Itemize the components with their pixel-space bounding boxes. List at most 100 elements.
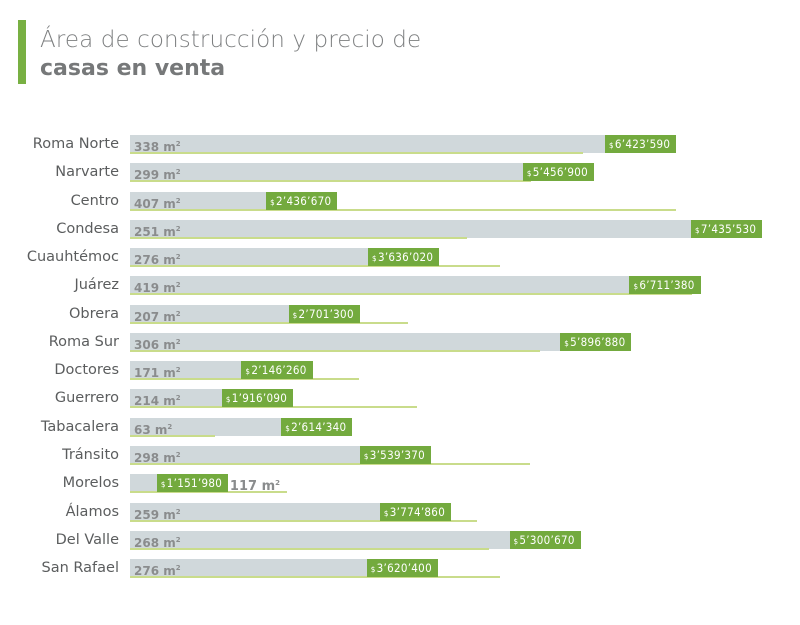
category-label: Tránsito (62, 446, 119, 463)
price-label: $1’151’980 (156, 474, 229, 493)
price-label: $5’896’880 (560, 332, 632, 351)
price-value: 3’539’370 (369, 447, 426, 462)
chart-row: Narvarte $5’456’900 299 m2 (0, 163, 800, 183)
price-label: $2’701’300 (288, 304, 360, 323)
price-value: 2’701’300 (298, 306, 354, 321)
chart-row: Roma Norte $6’423’590 338 m2 (0, 135, 800, 155)
currency-symbol: $ (160, 480, 166, 490)
price-label: $5’456’900 (522, 163, 595, 182)
chart-row: Álamos $3’774’860 259 m2 (0, 502, 800, 523)
price-value: 5’456’900 (532, 165, 589, 180)
price-value: 3’774’860 (389, 504, 446, 519)
area-label: 63 m2 (134, 422, 173, 437)
chart-row: Tránsito $3’539’370 298 m2 (0, 445, 800, 466)
area-line (130, 462, 530, 465)
area-line (130, 265, 501, 268)
area-line (130, 378, 360, 381)
area-label: 306 m2 (134, 337, 181, 352)
price-value: 1’151’980 (166, 476, 223, 491)
price-value: 2’436’670 (276, 193, 332, 208)
area-label: 407 m2 (134, 196, 181, 211)
area-label: 171 m2 (134, 366, 181, 381)
category-label: Juárez (74, 277, 119, 294)
price-bar (130, 332, 632, 351)
area-line (130, 236, 467, 239)
chart-row: Guerrero $1’916’090 214 m2 (0, 389, 800, 409)
price-value: 6’711’380 (639, 278, 695, 293)
chart-title: Área de construcción y precio de casas e… (40, 26, 421, 84)
category-label: Doctores (54, 362, 119, 379)
chart-row: Roma Sur $5’896’880 306 m2 (0, 332, 800, 353)
chart-row: Del Valle $5’300’670 268 m2 (0, 530, 800, 551)
price-label: $3’620’400 (366, 559, 438, 578)
price-bar (130, 219, 762, 238)
area-label: 276 m2 (134, 253, 181, 268)
price-value: 1’916’090 (231, 391, 288, 406)
title-accent-bar (18, 20, 26, 84)
chart-row: Condesa $7’435’530 251 m2 (0, 219, 800, 240)
currency-symbol: $ (270, 197, 275, 207)
area-label: 214 m2 (134, 394, 181, 409)
area-label: 259 m2 (134, 507, 181, 522)
category-label: Roma Sur (48, 333, 119, 350)
area-label: 419 m2 (134, 281, 181, 296)
price-value: 5’300’670 (519, 532, 575, 547)
price-bar (130, 135, 676, 153)
currency-symbol: $ (370, 565, 376, 575)
price-value: 3’636’020 (377, 250, 434, 265)
currency-symbol: $ (633, 282, 639, 292)
price-label: $1’916’090 (221, 389, 294, 408)
chart-row: Obrera $2’701’300 207 m2 (0, 304, 800, 325)
currency-symbol: $ (363, 451, 369, 461)
currency-symbol: $ (245, 367, 251, 377)
currency-symbol: $ (383, 508, 389, 518)
category-label: Condesa (56, 220, 119, 237)
category-label: Cuauhtémoc (26, 249, 119, 266)
price-label: $7’435’530 (691, 219, 763, 238)
price-value: 2’146’260 (251, 363, 307, 378)
category-label: Guerrero (54, 390, 119, 407)
category-label: Tabacalera (40, 418, 119, 435)
area-label: 251 m2 (134, 224, 181, 239)
price-value: 2’614’340 (291, 419, 347, 434)
currency-symbol: $ (292, 310, 298, 320)
chart-row: Cuauhtémoc $3’636’020 276 m2 (0, 248, 800, 268)
price-label: $3’774’860 (379, 502, 452, 521)
chart-row: Tabacalera $2’614’340 63 m2 (0, 417, 800, 438)
currency-symbol: $ (513, 536, 519, 546)
area-line (130, 547, 490, 550)
price-label: $6’423’590 (604, 135, 677, 153)
area-line (130, 208, 676, 211)
currency-symbol: $ (372, 254, 377, 264)
area-label: 117 m2 (229, 479, 280, 495)
price-label: $3’539’370 (359, 445, 432, 464)
chart-row: Juárez $6’711’380 419 m2 (0, 276, 800, 296)
area-label: 207 m2 (134, 309, 181, 324)
price-value: 5’896’880 (570, 334, 626, 349)
category-label: Obrera (68, 305, 119, 322)
category-label: Centro (70, 192, 119, 209)
area-line (130, 576, 501, 579)
price-bar (130, 276, 701, 295)
category-label: San Rafael (41, 560, 119, 577)
category-label: Roma Norte (32, 136, 119, 152)
price-bar (130, 445, 431, 464)
category-label: Morelos (62, 475, 119, 492)
currency-symbol: $ (564, 338, 570, 348)
area-line (130, 321, 408, 324)
area-line (130, 519, 478, 522)
area-line (130, 491, 287, 494)
currency-symbol: $ (608, 141, 614, 150)
price-label: $6’711’380 (629, 276, 701, 295)
price-label: $2’146’260 (241, 361, 313, 380)
currency-symbol: $ (225, 395, 231, 405)
area-label: 299 m2 (134, 168, 181, 183)
area-line (130, 152, 584, 154)
price-label: $2’614’340 (281, 417, 353, 436)
title-line-1: Área de construcción y precio de (40, 27, 422, 53)
category-label: Narvarte (55, 164, 119, 181)
area-label: 276 m2 (134, 564, 181, 579)
price-bar (130, 248, 440, 267)
price-label: $3’636’020 (368, 248, 440, 267)
price-label: $2’436’670 (266, 191, 338, 210)
